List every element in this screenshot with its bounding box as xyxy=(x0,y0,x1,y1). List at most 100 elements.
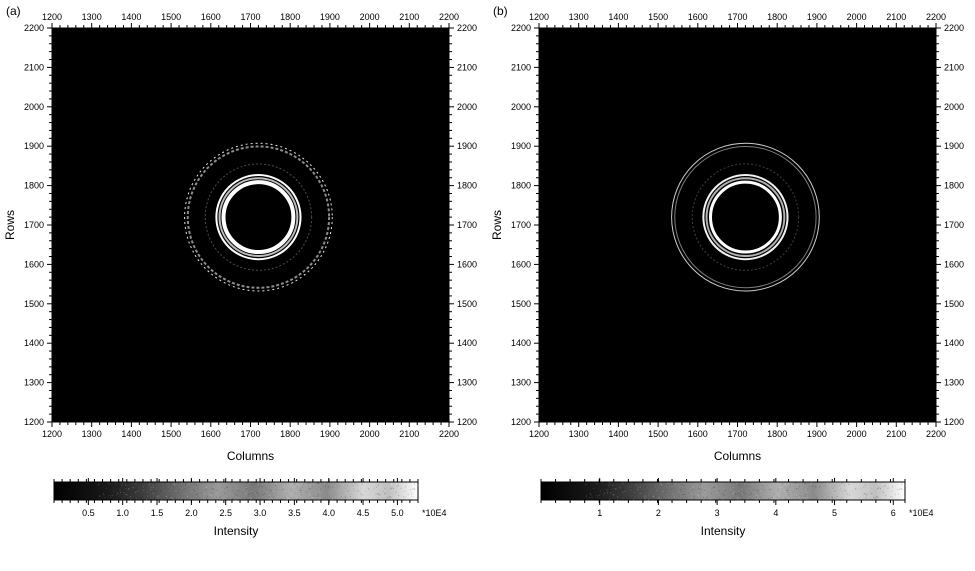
svg-text:2200: 2200 xyxy=(24,23,44,33)
svg-text:3.5: 3.5 xyxy=(288,508,301,518)
svg-text:0.5: 0.5 xyxy=(82,508,95,518)
svg-text:1400: 1400 xyxy=(608,12,628,22)
svg-text:1800: 1800 xyxy=(767,429,787,439)
svg-text:1800: 1800 xyxy=(944,181,964,191)
svg-text:2100: 2100 xyxy=(511,62,531,72)
plot-a-wrap: (a) 1200 1200 1300 1300 1400 1400 1500 1500 1600… xyxy=(0,0,487,470)
svg-text:1700: 1700 xyxy=(24,220,44,230)
svg-text:2000: 2000 xyxy=(847,429,867,439)
svg-text:Intensity: Intensity xyxy=(700,524,745,538)
svg-text:2100: 2100 xyxy=(399,429,419,439)
svg-text:1300: 1300 xyxy=(569,12,589,22)
svg-text:1500: 1500 xyxy=(161,429,181,439)
colorbar-b-wrap: 123456Intensity*10E4 xyxy=(521,478,941,553)
svg-text:1900: 1900 xyxy=(807,429,827,439)
svg-text:1700: 1700 xyxy=(457,220,477,230)
svg-text:1300: 1300 xyxy=(82,12,102,22)
plot-a-svg: 1200 1200 1300 1300 1400 1400 1500 1500 1600 1600… xyxy=(0,0,487,470)
panel-b: (b) 1200 1200 1300 1300 1400 1400 1500 1500 1600… xyxy=(487,0,974,553)
svg-text:1800: 1800 xyxy=(280,429,300,439)
svg-text:2200: 2200 xyxy=(944,23,964,33)
svg-text:1800: 1800 xyxy=(457,181,477,191)
svg-text:1.0: 1.0 xyxy=(116,508,129,518)
svg-text:*10E4: *10E4 xyxy=(422,508,447,518)
svg-text:1600: 1600 xyxy=(201,12,221,22)
svg-text:1600: 1600 xyxy=(457,259,477,269)
svg-text:1200: 1200 xyxy=(511,417,531,427)
svg-text:5: 5 xyxy=(832,508,837,518)
svg-text:1400: 1400 xyxy=(511,338,531,348)
svg-text:2100: 2100 xyxy=(886,12,906,22)
colorbar-b-svg: 123456Intensity*10E4 xyxy=(521,478,941,553)
svg-text:3.0: 3.0 xyxy=(253,508,266,518)
svg-text:1.5: 1.5 xyxy=(150,508,163,518)
svg-text:1500: 1500 xyxy=(161,12,181,22)
svg-text:2100: 2100 xyxy=(457,62,477,72)
svg-text:1500: 1500 xyxy=(648,429,668,439)
svg-text:1700: 1700 xyxy=(240,12,260,22)
svg-text:6: 6 xyxy=(890,508,895,518)
svg-text:1500: 1500 xyxy=(457,299,477,309)
svg-text:2.0: 2.0 xyxy=(185,508,198,518)
svg-text:2000: 2000 xyxy=(944,102,964,112)
svg-text:1900: 1900 xyxy=(320,12,340,22)
svg-text:5.0: 5.0 xyxy=(391,508,404,518)
svg-text:2200: 2200 xyxy=(926,429,946,439)
svg-text:2200: 2200 xyxy=(926,12,946,22)
svg-text:1200: 1200 xyxy=(944,417,964,427)
svg-text:1600: 1600 xyxy=(24,259,44,269)
svg-text:1300: 1300 xyxy=(569,429,589,439)
svg-text:1400: 1400 xyxy=(944,338,964,348)
svg-text:Columns: Columns xyxy=(714,449,761,463)
panel-label-b: (b) xyxy=(493,4,508,18)
colorbar-a-svg: 0.51.01.52.02.53.03.54.04.55.0Intensity*… xyxy=(34,478,454,553)
svg-text:2000: 2000 xyxy=(24,102,44,112)
svg-text:*10E4: *10E4 xyxy=(909,508,934,518)
svg-text:2100: 2100 xyxy=(944,62,964,72)
svg-text:Columns: Columns xyxy=(227,449,274,463)
panel-label-a: (a) xyxy=(6,4,21,18)
svg-text:1700: 1700 xyxy=(944,220,964,230)
svg-text:2100: 2100 xyxy=(24,62,44,72)
svg-text:2100: 2100 xyxy=(399,12,419,22)
svg-text:2000: 2000 xyxy=(511,102,531,112)
colorbar-a-wrap: 0.51.01.52.02.53.03.54.04.55.0Intensity*… xyxy=(34,478,454,553)
svg-text:1400: 1400 xyxy=(457,338,477,348)
svg-text:1200: 1200 xyxy=(42,429,62,439)
svg-text:1800: 1800 xyxy=(767,12,787,22)
svg-text:1700: 1700 xyxy=(511,220,531,230)
svg-text:1900: 1900 xyxy=(511,141,531,151)
svg-text:1300: 1300 xyxy=(82,429,102,439)
panel-a: (a) 1200 1200 1300 1300 1400 1400 1500 1500 1600… xyxy=(0,0,487,553)
svg-text:1200: 1200 xyxy=(529,12,549,22)
plot-b-wrap: (b) 1200 1200 1300 1300 1400 1400 1500 1500 1600… xyxy=(487,0,974,470)
svg-text:2000: 2000 xyxy=(360,12,380,22)
svg-text:2000: 2000 xyxy=(847,12,867,22)
svg-text:2000: 2000 xyxy=(457,102,477,112)
svg-text:1200: 1200 xyxy=(457,417,477,427)
svg-text:4.0: 4.0 xyxy=(322,508,335,518)
svg-text:1600: 1600 xyxy=(688,12,708,22)
svg-text:1200: 1200 xyxy=(529,429,549,439)
svg-text:1900: 1900 xyxy=(944,141,964,151)
svg-text:Rows: Rows xyxy=(3,210,17,240)
svg-text:1300: 1300 xyxy=(944,378,964,388)
svg-text:2200: 2200 xyxy=(511,23,531,33)
svg-text:1900: 1900 xyxy=(320,429,340,439)
svg-text:1500: 1500 xyxy=(648,12,668,22)
svg-text:1300: 1300 xyxy=(24,378,44,388)
svg-text:2100: 2100 xyxy=(886,429,906,439)
svg-text:1800: 1800 xyxy=(511,181,531,191)
svg-text:4.5: 4.5 xyxy=(356,508,369,518)
svg-text:1400: 1400 xyxy=(24,338,44,348)
svg-text:4: 4 xyxy=(773,508,778,518)
svg-text:1600: 1600 xyxy=(511,259,531,269)
svg-text:1600: 1600 xyxy=(688,429,708,439)
svg-text:1200: 1200 xyxy=(42,12,62,22)
plot-b-svg: 1200 1200 1300 1300 1400 1400 1500 1500 1600 1600… xyxy=(487,0,974,470)
svg-text:2200: 2200 xyxy=(439,12,459,22)
svg-text:1700: 1700 xyxy=(240,429,260,439)
svg-text:2: 2 xyxy=(655,508,660,518)
svg-text:1: 1 xyxy=(597,508,602,518)
svg-text:1500: 1500 xyxy=(24,299,44,309)
